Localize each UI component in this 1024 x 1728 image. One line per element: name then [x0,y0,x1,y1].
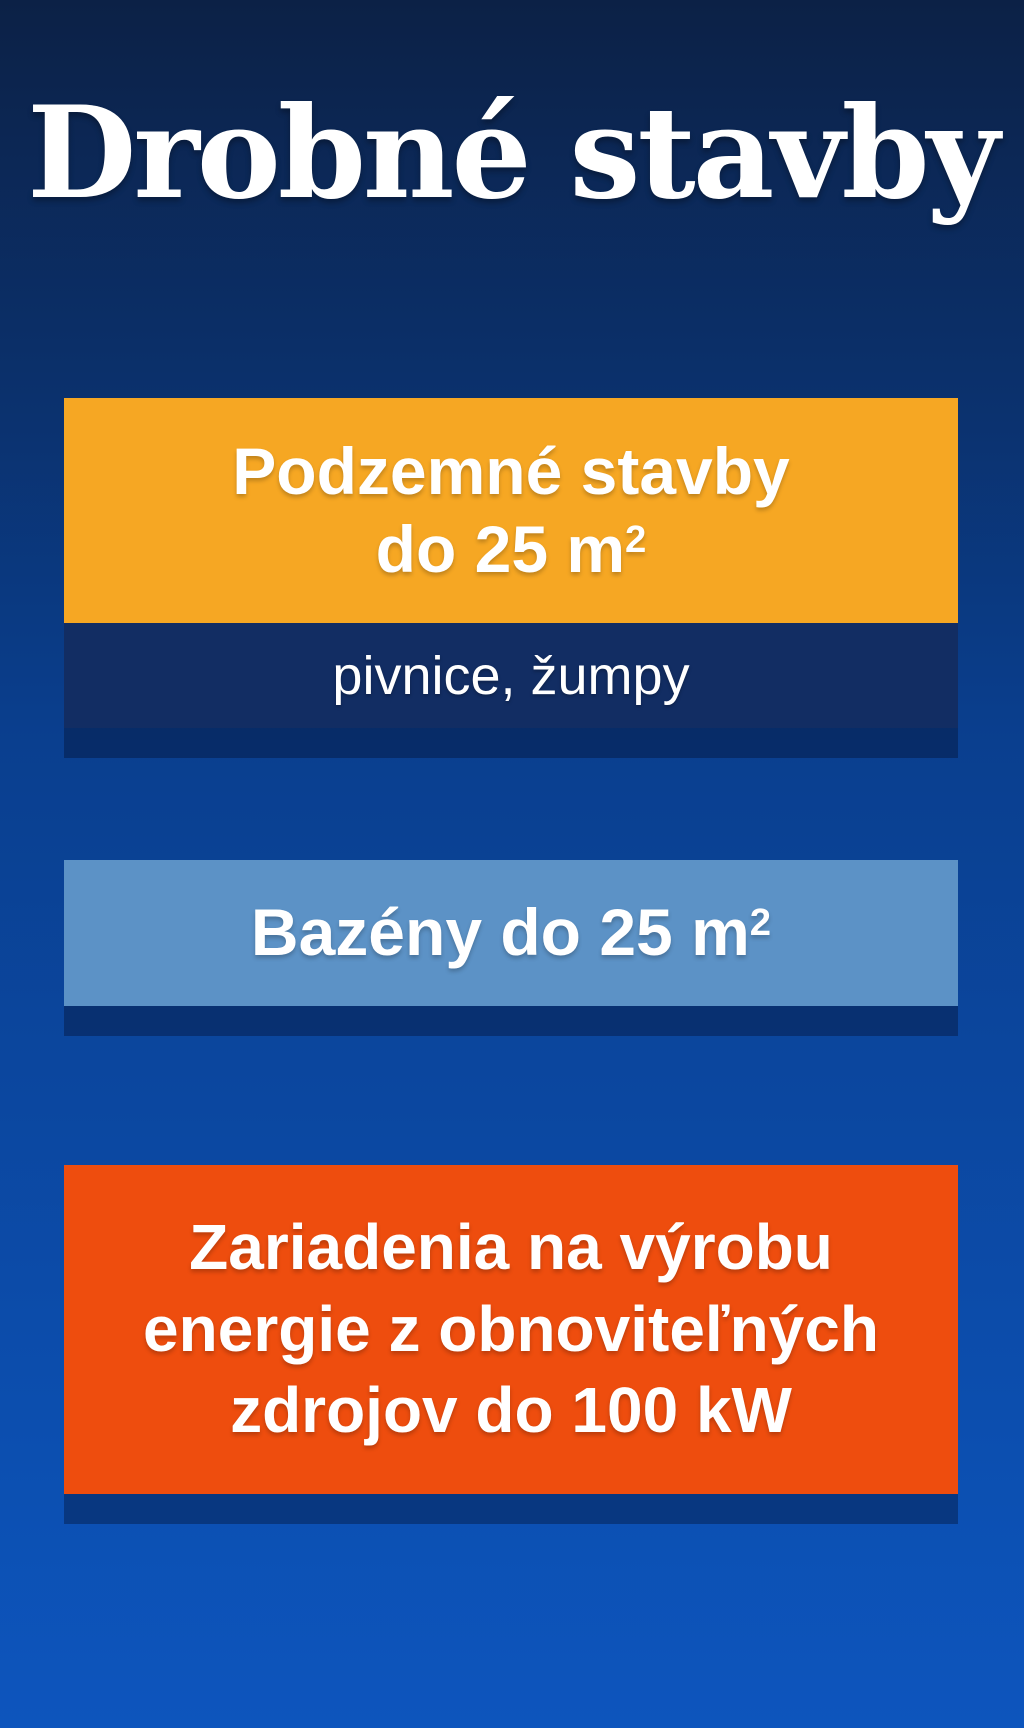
card-zariadenia-title: Zariadenia na výrobu energie z obnoviteľ… [143,1207,879,1453]
card-podzemne-stavby: Podzemné stavby do 25 m2 pivnice, žumpy [64,398,958,728]
card-zariadenia: Zariadenia na výrobu energie z obnoviteľ… [64,1165,958,1494]
card-podzemne-subtitle-bar: pivnice, žumpy [64,623,958,728]
card-zariadenia-title-line3: zdrojov do 100 kW [230,1374,792,1447]
card-zariadenia-title-line2: energie z obnoviteľných [143,1292,879,1365]
card-podzemne-header: Podzemné stavby do 25 m2 [64,398,958,623]
card-podzemne-subtitle: pivnice, žumpy [332,645,690,706]
card-podzemne-title: Podzemné stavby do 25 m2 [232,433,790,589]
page-title: Drobné stavby [27,79,1000,227]
card-bazeny-title: Bazény do 25 m2 [250,895,772,970]
card-zariadenia-title-line1: Zariadenia na výrobu [189,1210,833,1283]
card-bazeny: Bazény do 25 m2 [64,860,958,1006]
card-podzemne-title-line2: do 25 m2 [375,511,647,586]
card-podzemne-title-line1: Podzemné stavby [232,433,790,508]
